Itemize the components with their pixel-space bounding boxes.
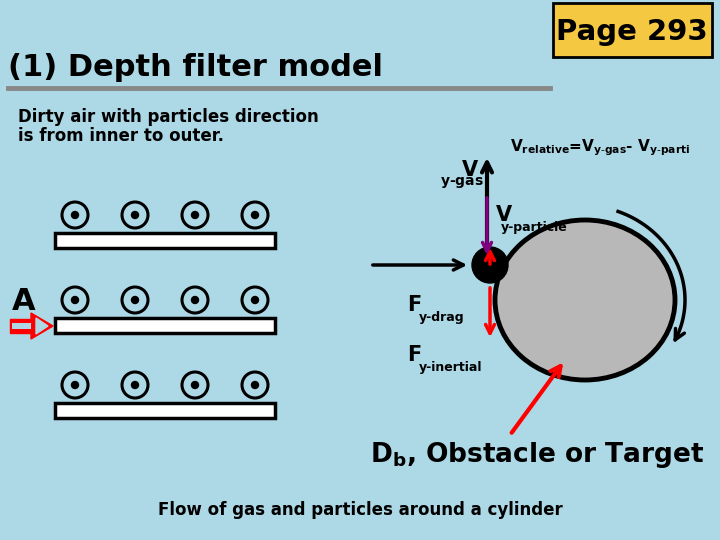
- Text: $\mathbf{F}$: $\mathbf{F}$: [407, 295, 421, 315]
- Circle shape: [132, 296, 138, 303]
- Circle shape: [192, 381, 199, 388]
- Text: y-particle: y-particle: [501, 221, 568, 234]
- Text: (1) Depth filter model: (1) Depth filter model: [8, 53, 383, 83]
- Text: $\mathbf{D_b}$, Obstacle or Target: $\mathbf{D_b}$, Obstacle or Target: [370, 440, 704, 470]
- Circle shape: [192, 212, 199, 219]
- Text: y-drag: y-drag: [419, 312, 464, 325]
- Ellipse shape: [495, 220, 675, 380]
- Circle shape: [251, 296, 258, 303]
- Polygon shape: [36, 318, 48, 334]
- Bar: [55, 233, 275, 248]
- Text: $\mathbf{V}_{\mathbf{relative}}$=$\mathbf{V}_{\mathbf{y\text{-}gas}}$- $\mathbf{: $\mathbf{V}_{\mathbf{relative}}$=$\mathb…: [510, 138, 690, 158]
- Text: is from inner to outer.: is from inner to outer.: [18, 127, 224, 145]
- Circle shape: [71, 296, 78, 303]
- Text: A: A: [12, 287, 35, 316]
- Circle shape: [251, 212, 258, 219]
- Text: y-inertial: y-inertial: [419, 361, 482, 375]
- Text: $\mathbf{V}$: $\mathbf{V}$: [495, 205, 513, 225]
- FancyBboxPatch shape: [553, 3, 712, 57]
- Circle shape: [132, 381, 138, 388]
- Text: Flow of gas and particles around a cylinder: Flow of gas and particles around a cylin…: [158, 501, 562, 519]
- Circle shape: [251, 381, 258, 388]
- Circle shape: [192, 296, 199, 303]
- Text: Dirty air with particles direction: Dirty air with particles direction: [18, 108, 319, 126]
- Circle shape: [71, 212, 78, 219]
- Polygon shape: [31, 313, 53, 339]
- Circle shape: [132, 212, 138, 219]
- Bar: [55, 403, 275, 418]
- Text: $\mathbf{y}$-gas: $\mathbf{y}$-gas: [440, 176, 484, 191]
- Text: $\mathbf{F}$: $\mathbf{F}$: [407, 345, 421, 365]
- Bar: [10, 319, 31, 333]
- Bar: [55, 318, 275, 333]
- Circle shape: [472, 247, 508, 283]
- Text: $\mathbf{V}$: $\mathbf{V}$: [461, 160, 479, 180]
- Circle shape: [71, 381, 78, 388]
- Text: Page 293: Page 293: [556, 18, 708, 46]
- Bar: [12, 323, 31, 329]
